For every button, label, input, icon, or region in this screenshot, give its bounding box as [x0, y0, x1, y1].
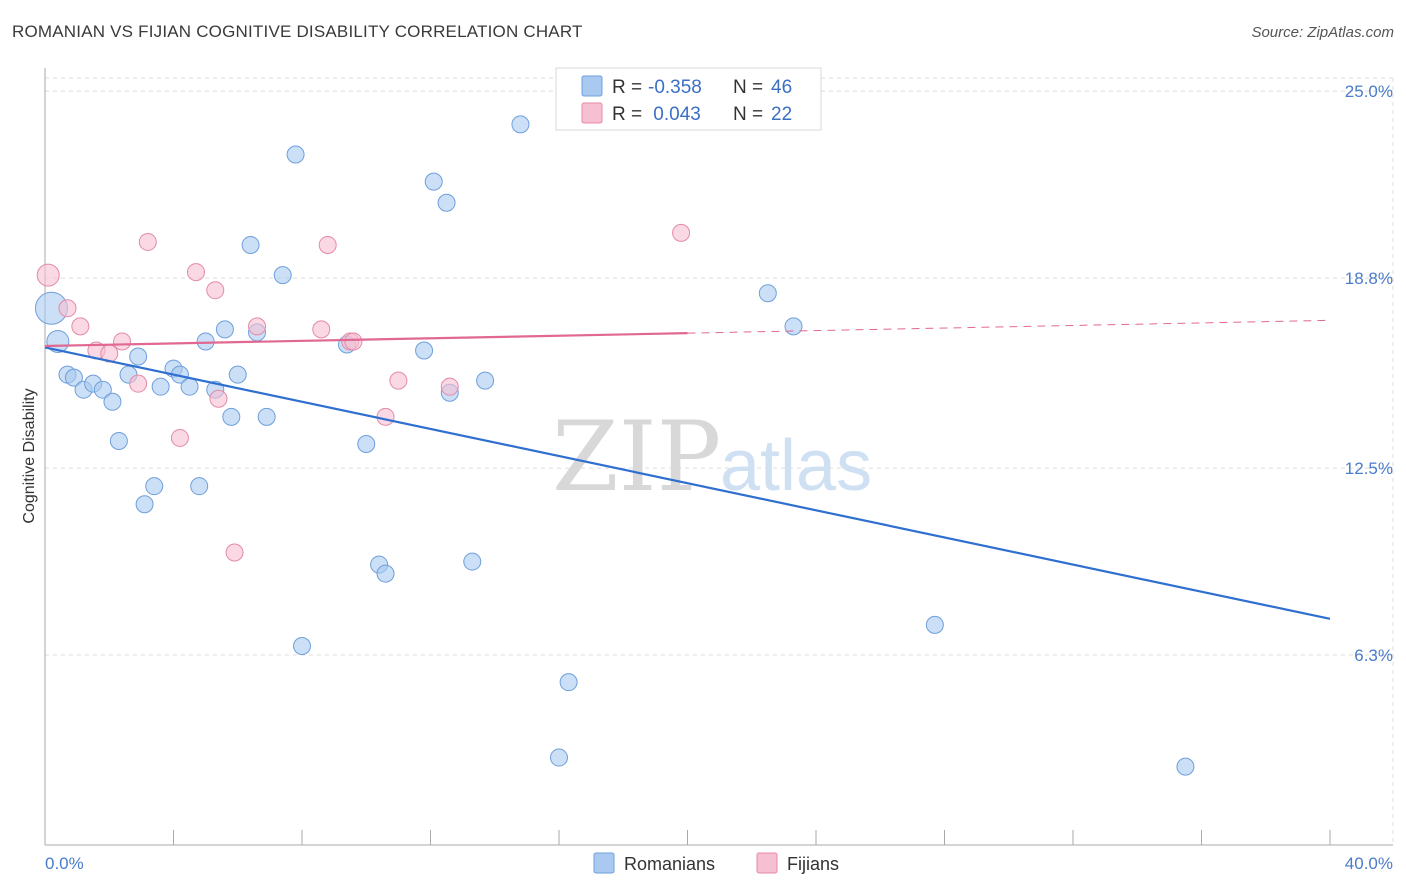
- point-romanians-26: [273, 266, 292, 285]
- point-romanians-10: [129, 347, 148, 366]
- y-tick-label-3: 25.0%: [1345, 82, 1393, 101]
- point-romanians-34: [424, 172, 443, 191]
- point-romanians-12: [145, 477, 164, 496]
- legend-swatch-fijians: [581, 102, 603, 124]
- legend-r-label-fijians: R =: [612, 104, 642, 125]
- point-fijians-10: [206, 281, 225, 300]
- point-fijians-5: [113, 332, 132, 351]
- point-fijians-17: [344, 332, 363, 351]
- legend-r-value-romanians: -0.358: [648, 77, 702, 98]
- point-fijians-14: [312, 320, 331, 339]
- point-romanians-13: [151, 377, 170, 396]
- point-romanians-45: [1176, 757, 1195, 776]
- point-romanians-35: [437, 193, 456, 212]
- y-tick-label-1: 12.5%: [1345, 459, 1393, 478]
- y-axis-label: Cognitive Disability: [21, 388, 38, 523]
- data-points: [34, 115, 1195, 776]
- point-fijians-8: [170, 428, 189, 447]
- point-romanians-37: [463, 552, 482, 571]
- watermark-zip: ZIP: [552, 401, 721, 513]
- source-label: Source: ZipAtlas.com: [1251, 24, 1394, 41]
- point-romanians-43: [784, 317, 803, 336]
- point-fijians-18: [376, 407, 395, 426]
- legend-top: R = -0.358 N = 46 R = 0.043 N = 22: [555, 67, 822, 131]
- point-romanians-41: [559, 673, 578, 692]
- watermark: ZIP atlas: [552, 401, 872, 513]
- point-romanians-16: [180, 377, 199, 396]
- tick-labels: 6.3% 12.5% 18.8% 25.0% 0.0% 40.0%: [45, 82, 1393, 873]
- y-tick-label-0: 6.3%: [1354, 646, 1393, 665]
- point-romanians-22: [228, 365, 247, 384]
- point-romanians-27: [286, 145, 305, 164]
- point-romanians-3: [64, 368, 83, 387]
- legend-swatch-romanians: [581, 75, 603, 97]
- point-fijians-9: [186, 263, 205, 282]
- legend-r-label-romanians: R =: [612, 77, 642, 98]
- point-romanians-20: [215, 320, 234, 339]
- legend-label-fijians: Fijians: [787, 854, 839, 874]
- point-romanians-28: [293, 636, 311, 655]
- legend-bottom: Romanians Fijians: [593, 852, 839, 874]
- trend-line-dashed-fijians: [687, 319, 1331, 334]
- point-fijians-11: [209, 389, 228, 408]
- point-romanians-7: [103, 392, 122, 411]
- point-fijians-1: [58, 299, 77, 318]
- point-fijians-13: [248, 317, 267, 336]
- legend-n-value-romanians: 46: [771, 77, 792, 98]
- point-romanians-33: [415, 341, 434, 360]
- legend-label-romanians: Romanians: [624, 854, 715, 874]
- legend-n-label-romanians: N =: [733, 77, 763, 98]
- point-romanians-1: [46, 329, 70, 353]
- point-fijians-21: [672, 223, 691, 242]
- point-romanians-40: [550, 748, 568, 767]
- point-romanians-42: [758, 284, 777, 303]
- point-romanians-23: [241, 235, 260, 254]
- axes: [44, 68, 1393, 846]
- watermark-atlas: atlas: [720, 426, 872, 506]
- trend-lines: [44, 319, 1331, 620]
- point-fijians-20: [440, 377, 459, 396]
- legend-swatch-fijians-bottom: [756, 852, 778, 874]
- point-romanians-44: [925, 615, 944, 634]
- point-fijians-15: [318, 235, 337, 254]
- point-fijians-2: [71, 317, 90, 336]
- point-fijians-0: [36, 263, 60, 287]
- legend-swatch-romanians-bottom: [593, 852, 615, 874]
- x-tick-label-0: 0.0%: [45, 854, 84, 873]
- trend-line-romanians: [44, 346, 1331, 620]
- y-tick-label-2: 18.8%: [1345, 269, 1393, 288]
- point-romanians-6: [93, 380, 112, 399]
- point-romanians-30: [357, 434, 376, 453]
- point-romanians-21: [222, 407, 241, 426]
- point-romanians-8: [109, 431, 128, 450]
- x-tick-label-1: 40.0%: [1345, 854, 1393, 873]
- legend-r-value-fijians: 0.043: [648, 104, 701, 125]
- chart-title: ROMANIAN VS FIJIAN COGNITIVE DISABILITY …: [12, 22, 583, 41]
- trend-line-fijians: [44, 332, 688, 348]
- point-romanians-18: [196, 332, 215, 351]
- legend-n-label-fijians: N =: [733, 104, 763, 125]
- point-fijians-19: [389, 371, 408, 390]
- point-romanians-32: [376, 564, 395, 583]
- point-romanians-25: [257, 407, 276, 426]
- point-fijians-6: [129, 374, 148, 393]
- point-romanians-39: [511, 115, 530, 134]
- point-romanians-38: [476, 371, 495, 390]
- point-romanians-17: [190, 477, 209, 496]
- point-romanians-11: [135, 495, 154, 514]
- point-fijians-7: [138, 232, 157, 251]
- point-fijians-12: [225, 543, 244, 562]
- legend-n-value-fijians: 22: [771, 104, 792, 125]
